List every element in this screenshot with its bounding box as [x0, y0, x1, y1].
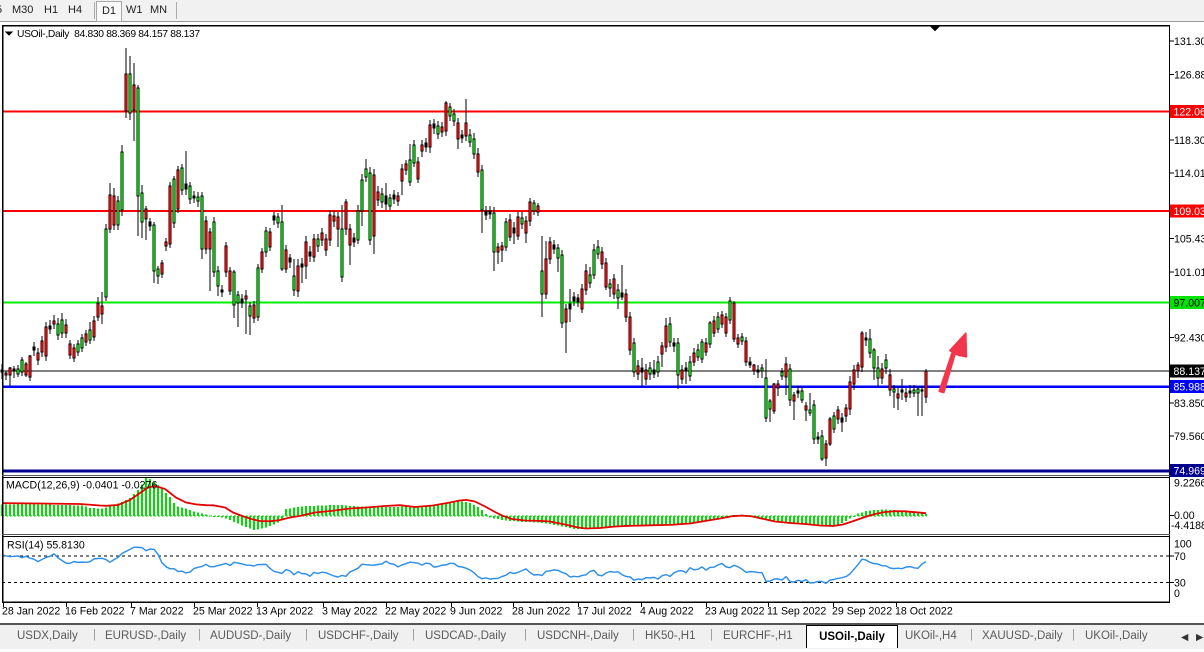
svg-text:126.880: 126.880 [1174, 70, 1204, 82]
svg-text:109.030: 109.030 [1174, 206, 1204, 218]
svg-text:70: 70 [1174, 551, 1186, 563]
svg-text:17 Jul 2022: 17 Jul 2022 [577, 606, 632, 618]
svg-text:88.137: 88.137 [1174, 366, 1204, 378]
svg-text:25 Mar 2022: 25 Mar 2022 [193, 606, 253, 618]
svg-text:7 Mar 2022: 7 Mar 2022 [130, 606, 184, 618]
svg-text:97.007: 97.007 [1174, 298, 1204, 310]
svg-text:122.060: 122.060 [1174, 107, 1204, 119]
svg-text:16 Feb 2022: 16 Feb 2022 [65, 606, 125, 618]
svg-text:18 Oct 2022: 18 Oct 2022 [895, 606, 953, 618]
svg-text:118.300: 118.300 [1174, 135, 1204, 147]
svg-text:101.010: 101.010 [1174, 267, 1204, 279]
svg-text:74.969: 74.969 [1174, 466, 1204, 478]
svg-text:4 Aug 2022: 4 Aug 2022 [640, 606, 694, 618]
svg-text:28 Jun 2022: 28 Jun 2022 [512, 606, 570, 618]
svg-text:105.430: 105.430 [1174, 234, 1204, 246]
svg-text:0: 0 [1174, 588, 1180, 600]
svg-text:9 Jun 2022: 9 Jun 2022 [450, 606, 503, 618]
svg-text:22 May 2022: 22 May 2022 [385, 606, 446, 618]
svg-text:-4.4188: -4.4188 [1171, 520, 1204, 532]
svg-text:28 Jan 2022: 28 Jan 2022 [2, 606, 60, 618]
svg-text:100: 100 [1174, 538, 1192, 550]
svg-text:13 Apr 2022: 13 Apr 2022 [256, 606, 313, 618]
svg-text:11 Sep 2022: 11 Sep 2022 [767, 606, 826, 618]
svg-text:RSI(14) 55.8130: RSI(14) 55.8130 [7, 540, 85, 552]
svg-text:92.430: 92.430 [1174, 333, 1204, 345]
svg-text:23 Aug 2022: 23 Aug 2022 [705, 606, 765, 618]
svg-text:29 Sep 2022: 29 Sep 2022 [832, 606, 892, 618]
svg-text:131.300: 131.300 [1174, 36, 1204, 48]
svg-text:114.010: 114.010 [1174, 168, 1204, 180]
svg-text:85.988: 85.988 [1174, 381, 1204, 393]
svg-text:83.850: 83.850 [1174, 398, 1204, 410]
svg-text:MACD(12,26,9) -0.0401 -0.0276: MACD(12,26,9) -0.0401 -0.0276 [6, 480, 157, 492]
svg-text:79.560: 79.560 [1174, 431, 1204, 443]
svg-text:3 May 2022: 3 May 2022 [322, 606, 377, 618]
svg-text:9.2266: 9.2266 [1174, 478, 1204, 490]
svg-text:USOil-,Daily 84.830 88.369 84: USOil-,Daily 84.830 88.369 84.157 88.137 [17, 29, 200, 40]
